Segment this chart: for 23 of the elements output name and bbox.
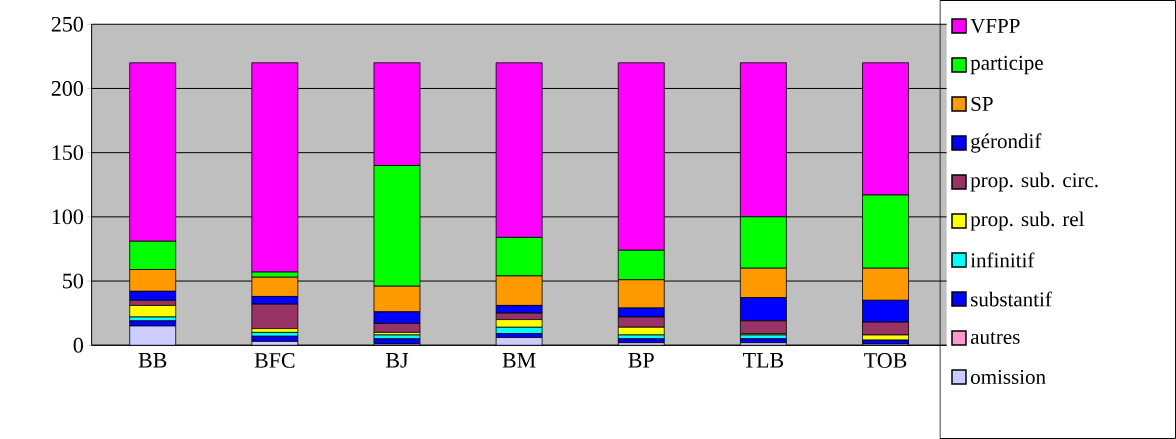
legend-label: substantif	[971, 291, 1052, 307]
legend-label: VFPP	[970, 18, 1020, 34]
x-tick-label: BB	[138, 353, 167, 368]
legend-label: autres	[970, 331, 1020, 344]
legend-label: SP	[971, 96, 993, 112]
y-tick-label: 250	[51, 16, 83, 32]
x-tick-label: BJ	[385, 353, 409, 368]
x-tick-label: BP	[628, 353, 654, 368]
legend-label: infinitif	[970, 252, 1035, 268]
y-tick-label: 100	[52, 209, 83, 225]
x-tick-label: BFC	[254, 353, 295, 368]
legend-label: prop. sub. rel	[970, 211, 1085, 231]
x-tick-label: TOB	[864, 353, 907, 368]
y-tick-label: 150	[52, 145, 83, 161]
legend-label: participe	[970, 55, 1043, 75]
legend-label: prop. sub. circ.	[970, 172, 1098, 192]
legend-label: omission	[971, 369, 1046, 385]
x-tick-label: BM	[502, 353, 536, 368]
y-tick-label: 0	[73, 337, 83, 353]
legend-label: gérondif	[971, 133, 1042, 153]
y-tick-label: 200	[51, 81, 83, 96]
y-tick-label: 50	[63, 273, 83, 289]
x-tick-label: TLB	[743, 353, 784, 368]
